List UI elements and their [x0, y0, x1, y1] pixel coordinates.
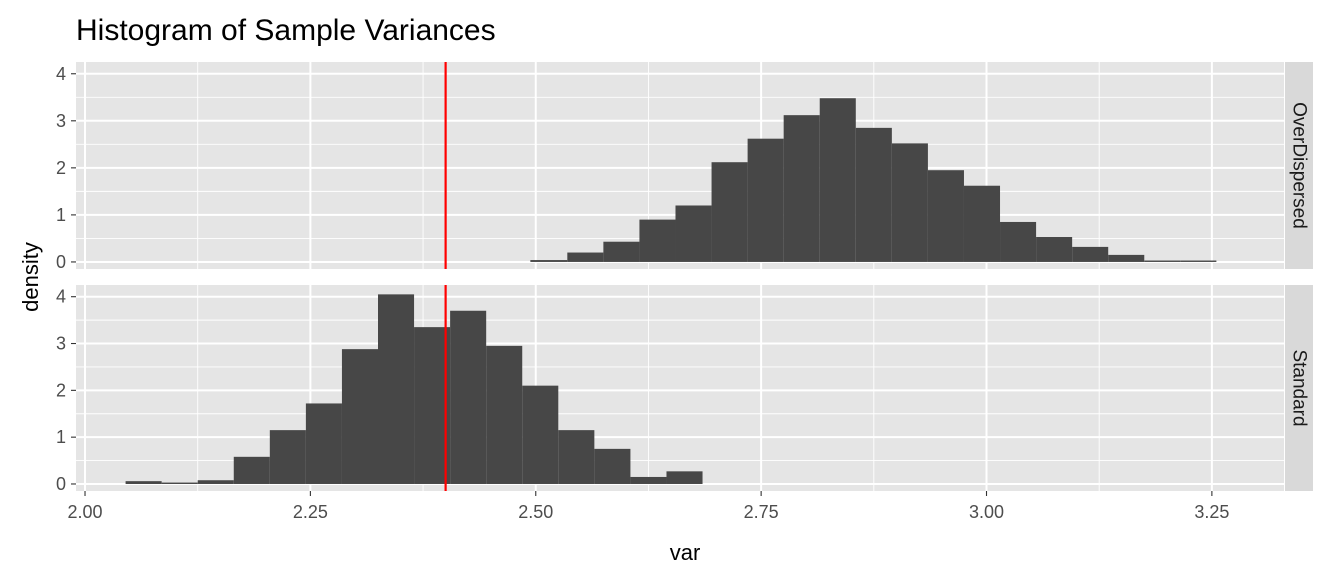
y-tick-label: 3	[56, 334, 66, 354]
histogram-bar	[927, 170, 964, 262]
histogram-bar	[305, 403, 342, 484]
facet-panel-overdispersed: 0 1 2 3 4 OverDispersed	[56, 62, 1313, 272]
histogram-bar	[1144, 260, 1181, 262]
histogram-bar	[558, 430, 595, 484]
facet-strip	[1285, 62, 1313, 269]
histogram-bar	[891, 143, 928, 262]
histogram-bar	[1072, 246, 1109, 262]
x-tick-label: 2.75	[744, 502, 779, 522]
histogram-bar	[414, 327, 451, 484]
histogram-bar	[378, 294, 415, 484]
histogram-bar	[855, 127, 892, 262]
y-tick-label: 2	[56, 158, 66, 178]
y-tick-label: 4	[56, 287, 66, 307]
x-tick-label: 3.00	[969, 502, 1004, 522]
chart-title: Histogram of Sample Variances	[76, 14, 496, 47]
y-tick-label: 3	[56, 111, 66, 131]
histogram-bar	[161, 482, 198, 484]
histogram-bar	[783, 115, 820, 262]
facet-panels: 0 1 2 3 4 OverDispersed 0 1 2 3 4 Standard	[56, 62, 1313, 494]
x-tick-label: 2.25	[293, 502, 328, 522]
histogram-bar	[819, 98, 856, 262]
y-tick-label: 1	[56, 427, 66, 447]
y-axis-title: density	[18, 242, 43, 312]
y-tick-label: 0	[56, 252, 66, 272]
histogram-bar	[486, 345, 523, 484]
x-tick-label: 3.25	[1194, 502, 1229, 522]
histogram-bar	[567, 252, 604, 262]
facet-strip-label: OverDispersed	[1289, 102, 1310, 229]
histogram-bar	[1036, 237, 1073, 262]
histogram-bar	[522, 385, 559, 484]
histogram-bar	[269, 430, 306, 484]
x-tick-label: 2.00	[67, 502, 102, 522]
histogram-bar	[530, 260, 568, 262]
y-tick-label: 0	[56, 474, 66, 494]
histogram-bar	[711, 162, 748, 262]
y-tick-label: 4	[56, 64, 66, 84]
histogram-bar	[341, 349, 378, 484]
facet-panel-standard: 0 1 2 3 4 Standard	[56, 285, 1313, 494]
histogram-bar	[666, 471, 703, 484]
histogram-bar	[1108, 254, 1145, 262]
x-axis-title: var	[670, 540, 701, 565]
histogram-bar	[125, 481, 162, 484]
y-tick-label: 2	[56, 380, 66, 400]
histogram-bar	[1000, 221, 1037, 262]
histogram-bar	[639, 219, 676, 262]
histogram-bar	[630, 476, 667, 484]
histogram-bar	[747, 138, 784, 262]
facet-strip	[1285, 285, 1313, 491]
histogram-bar	[963, 185, 1001, 262]
x-tick-label: 2.50	[518, 502, 553, 522]
histogram-bar	[233, 456, 270, 484]
y-tick-label: 1	[56, 205, 66, 225]
histogram-bar	[594, 448, 631, 484]
histogram-bar	[1180, 260, 1217, 262]
facet-strip-label: Standard	[1289, 349, 1310, 426]
histogram-bar	[450, 310, 487, 484]
x-axis: 2.00 2.25 2.50 2.75 3.00 3.25	[67, 491, 1229, 522]
histogram-bar	[675, 205, 712, 262]
histogram-bar	[197, 480, 234, 484]
histogram-bar	[603, 241, 640, 262]
